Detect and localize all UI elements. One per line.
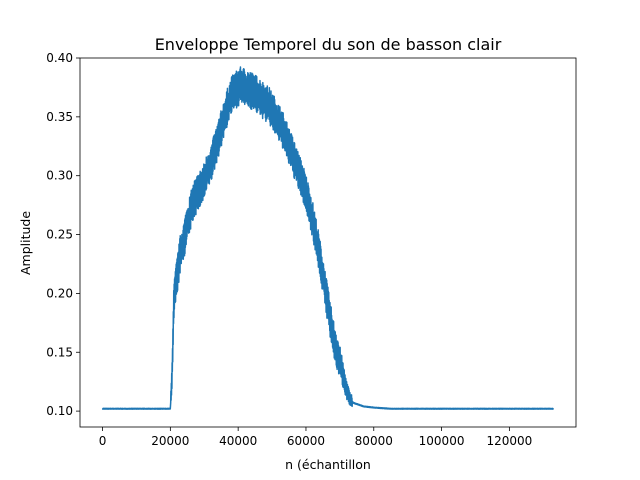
x-axis: 0 20000 40000 60000 80000 100000 120000 — [99, 427, 532, 448]
x-tick-label: 60000 — [287, 434, 325, 448]
x-axis-label: n (échantillon — [285, 457, 371, 472]
plot-frame — [79, 57, 577, 428]
y-axis-label: Amplitude — [18, 211, 33, 275]
x-tick-label: 20000 — [151, 434, 189, 448]
y-tick-label: 0.10 — [46, 404, 73, 418]
x-tick-label: 100000 — [419, 434, 465, 448]
x-tick-label: 120000 — [486, 434, 532, 448]
y-tick-label: 0.40 — [46, 51, 73, 65]
y-tick-label: 0.20 — [46, 286, 73, 300]
x-tick-label: 0 — [99, 434, 107, 448]
y-tick-label: 0.30 — [46, 169, 73, 183]
y-tick-label: 0.25 — [46, 228, 73, 242]
y-tick-label: 0.15 — [46, 345, 73, 359]
y-axis: 0.10 0.15 0.20 0.25 0.30 0.35 0.40 — [46, 51, 80, 418]
plot-area — [79, 57, 577, 428]
series-line — [101, 66, 555, 410]
chart-title: Enveloppe Temporel du son de basson clai… — [155, 35, 502, 54]
y-tick-label: 0.35 — [46, 110, 73, 124]
x-tick-label: 80000 — [355, 434, 393, 448]
x-tick-label: 40000 — [219, 434, 257, 448]
